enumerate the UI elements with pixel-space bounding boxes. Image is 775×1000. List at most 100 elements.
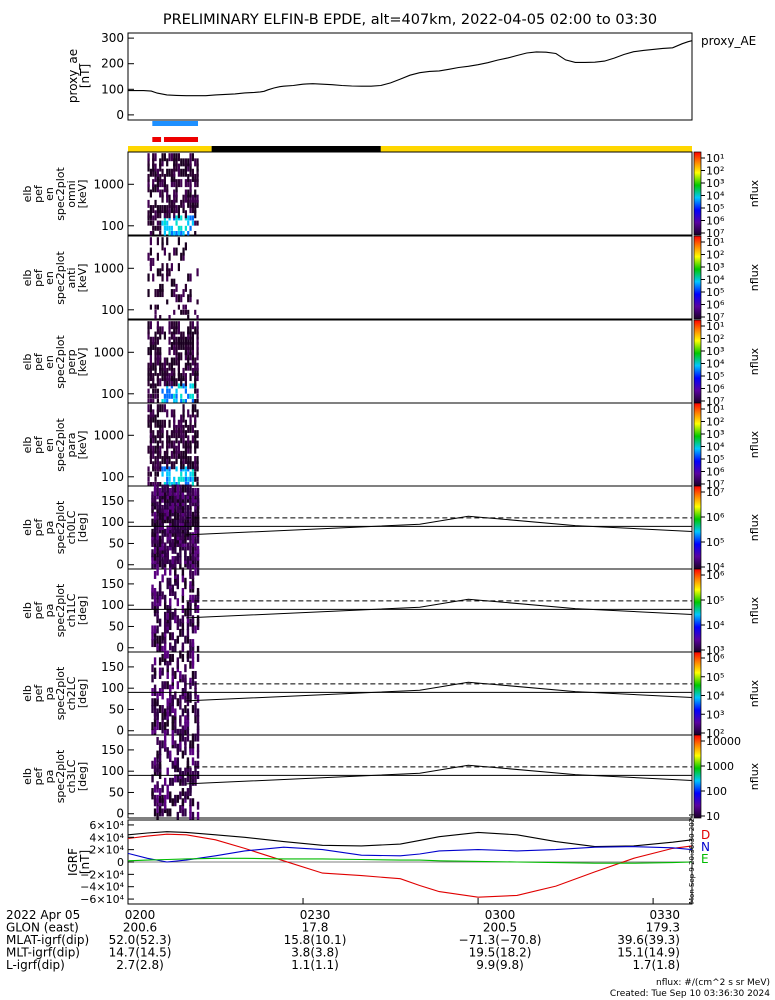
pitch-angle-cell	[156, 708, 159, 717]
spectrogram-cell	[166, 450, 169, 459]
pitch-angle-cell	[184, 635, 187, 644]
pitch-angle-cell	[176, 743, 180, 752]
spectrogram-cell	[161, 289, 164, 298]
spectrogram-cell	[191, 199, 194, 208]
spectrogram-cell	[180, 378, 183, 387]
spectrogram-cell	[166, 273, 169, 282]
pitch-angle-cell	[174, 794, 177, 803]
pitch-angle-cell	[156, 532, 159, 541]
pitch-angle-cell	[174, 508, 177, 517]
pitch-angle-ytick-label: 50	[109, 785, 124, 799]
pitch-angle-cell	[184, 705, 187, 714]
spectrogram-cell	[173, 440, 176, 449]
spectrogram-cell	[152, 378, 155, 387]
pitch-angle-panel-ylabel-line: pa	[43, 604, 56, 618]
spectrogram-cell	[191, 357, 194, 366]
pitch-angle-cell	[186, 728, 190, 737]
spectrogram-cell	[196, 341, 199, 350]
spectrogram-cell	[196, 220, 199, 226]
spectrogram-cell	[196, 336, 199, 345]
spectrogram-cell	[180, 393, 183, 399]
spectrogram-cell	[166, 482, 169, 487]
colorbar-label: nflux	[748, 263, 761, 291]
spectrogram-cell	[182, 309, 185, 315]
spectrogram-cell	[173, 309, 176, 315]
spectrogram-cell	[159, 404, 162, 413]
xaxis-row-label: GLON (east)	[6, 921, 79, 935]
spectrogram-cell	[168, 482, 171, 487]
pitch-angle-cell	[161, 645, 164, 654]
spectrogram-cell	[196, 367, 199, 376]
spectrogram-cell	[191, 347, 194, 356]
spectrogram-cell	[163, 404, 166, 413]
pitch-angle-cell	[151, 584, 154, 593]
pitch-angle-cell	[156, 691, 159, 700]
pitch-angle-cell	[181, 628, 185, 637]
spectrogram-cell	[184, 419, 187, 428]
pitch-angle-cell	[158, 635, 162, 644]
pitch-angle-cell	[194, 715, 197, 724]
spectrogram-cell	[161, 367, 164, 376]
pitch-angle-cell	[153, 639, 157, 648]
pitch-angle-cell	[169, 567, 172, 576]
spectrogram-cell	[152, 257, 155, 266]
spectrogram-cell	[177, 263, 180, 272]
spectrogram-cell	[156, 252, 159, 261]
colorbar-tick-label: 10⁴	[706, 441, 725, 454]
pitch-angle-cell	[179, 562, 182, 571]
pitch-angle-cell	[171, 518, 174, 527]
proxy-ae-ytick-label: 100	[101, 82, 124, 96]
pitch-angle-cell	[151, 664, 154, 673]
spectrogram-cell	[147, 466, 150, 472]
spectrogram-cell	[170, 168, 173, 177]
spectrogram-cell	[184, 456, 187, 465]
spectrogram-cell	[156, 450, 159, 459]
spectrogram-cell	[194, 173, 197, 182]
colorbar-tick-label: 10¹	[706, 320, 724, 333]
pitch-angle-cell	[156, 781, 159, 790]
spectrogram-cell	[182, 476, 185, 482]
pitch-angle-cell	[153, 698, 157, 707]
spectrogram-cell	[177, 168, 180, 177]
spectrogram-cell	[184, 163, 187, 172]
spectrogram-cell	[170, 199, 173, 208]
spectrogram-cell	[170, 430, 173, 439]
pitch-angle-cell	[171, 556, 174, 565]
pitch-angle-cell	[171, 722, 174, 731]
shadow-bar	[211, 146, 381, 152]
xaxis-row-label: MLAT-igrf(dip)	[6, 933, 89, 947]
xaxis-row-label: 2022 Apr 05	[6, 908, 80, 922]
pitch-angle-cell	[174, 591, 177, 600]
pitch-angle-cell	[196, 559, 200, 568]
pitch-angle-cell	[176, 811, 180, 820]
colorbar-tick-label: 10²	[706, 416, 724, 429]
colorbar: 10⁶ 10⁵ 10⁴ 10³ nflux	[693, 568, 761, 657]
pitch-angle-cell	[153, 725, 157, 734]
spectrogram-cell	[196, 194, 199, 203]
xaxis-row-label: MLT-igrf(dip)	[6, 946, 80, 960]
pitch-angle-cell	[171, 667, 174, 676]
pitch-angle-cell	[176, 615, 180, 624]
spectrogram-cell	[177, 430, 180, 439]
pitch-angle-cell	[156, 750, 159, 759]
spectrogram-cell	[159, 435, 162, 444]
pitch-angle-cell	[163, 601, 167, 610]
pitch-angle-cell	[191, 677, 195, 686]
spectrogram-cell	[177, 225, 180, 231]
pitch-angle-cell	[184, 808, 187, 817]
pitch-angle-cell	[151, 549, 154, 558]
pitch-angle-ytick-label: 100	[101, 681, 124, 695]
spectrogram-cell	[147, 347, 150, 356]
pitch-angle-cell	[176, 757, 180, 766]
spectrogram-cell	[189, 215, 192, 221]
pitch-angle-cell	[163, 801, 167, 810]
pitch-angle-cell	[181, 622, 185, 631]
pitch-angle-cell	[158, 794, 162, 803]
spectrogram-cell	[152, 179, 155, 188]
spectrogram-cell	[168, 225, 171, 231]
pitch-angle-cell	[176, 484, 180, 493]
spectrogram-cell	[187, 231, 190, 236]
pitch-angle-cell	[181, 594, 185, 603]
pitch-angle-cell	[174, 725, 177, 734]
spectrogram-cell	[173, 430, 176, 439]
